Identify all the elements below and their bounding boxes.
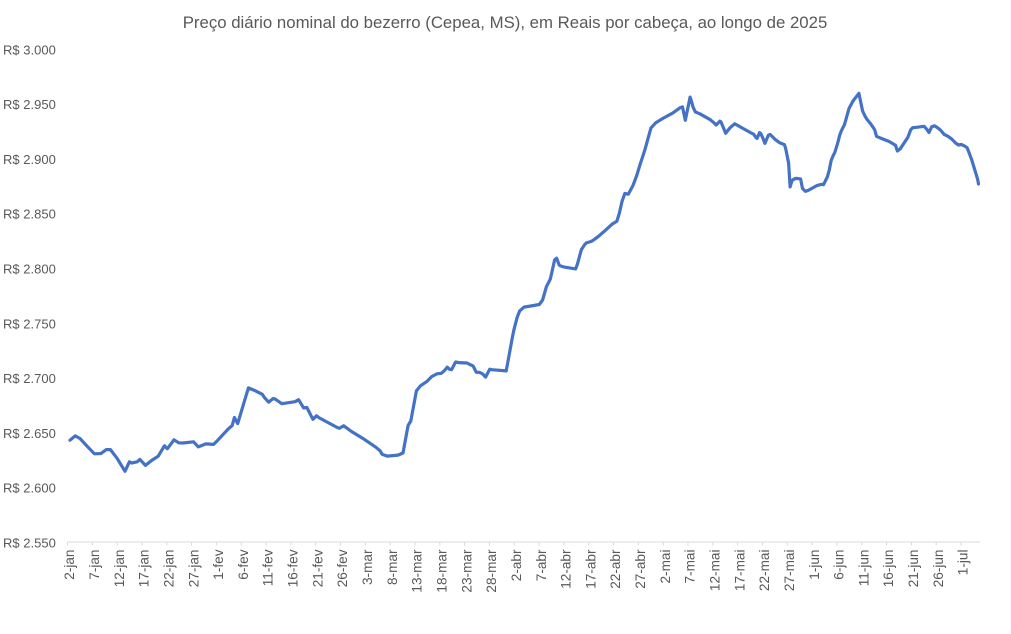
- svg-text:1-jun: 1-jun: [807, 550, 822, 580]
- svg-text:12-mai: 12-mai: [708, 550, 723, 592]
- svg-text:7-mai: 7-mai: [683, 550, 698, 584]
- svg-text:17-jan: 17-jan: [137, 550, 152, 588]
- svg-text:R$ 3.000: R$ 3.000: [3, 42, 56, 57]
- svg-text:27-mai: 27-mai: [782, 550, 797, 592]
- svg-text:21-fev: 21-fev: [310, 549, 325, 587]
- svg-text:R$ 2.900: R$ 2.900: [3, 152, 56, 167]
- svg-text:11-jun: 11-jun: [856, 550, 871, 587]
- svg-text:R$ 2.800: R$ 2.800: [3, 262, 56, 277]
- svg-text:R$ 2.850: R$ 2.850: [3, 207, 56, 222]
- svg-text:R$ 2.600: R$ 2.600: [3, 481, 56, 496]
- svg-text:R$ 2.700: R$ 2.700: [3, 371, 56, 386]
- svg-text:1-jul: 1-jul: [956, 550, 971, 576]
- svg-text:3-mar: 3-mar: [360, 549, 375, 585]
- svg-text:23-mar: 23-mar: [459, 549, 474, 593]
- svg-text:7-jan: 7-jan: [87, 550, 102, 580]
- svg-text:6-jun: 6-jun: [832, 550, 847, 580]
- svg-text:11-fev: 11-fev: [261, 549, 276, 586]
- svg-text:R$ 2.750: R$ 2.750: [3, 316, 56, 331]
- svg-text:6-fev: 6-fev: [236, 549, 251, 579]
- svg-text:18-mar: 18-mar: [434, 549, 449, 593]
- svg-text:27-jan: 27-jan: [186, 550, 201, 588]
- svg-text:22-jan: 22-jan: [161, 550, 176, 588]
- svg-text:22-abr: 22-abr: [608, 549, 623, 589]
- svg-text:27-abr: 27-abr: [633, 549, 648, 589]
- svg-text:17-mai: 17-mai: [732, 550, 747, 592]
- svg-text:26-fev: 26-fev: [335, 549, 350, 587]
- svg-text:1-fev: 1-fev: [211, 549, 226, 579]
- svg-text:2-abr: 2-abr: [509, 549, 524, 581]
- svg-text:12-abr: 12-abr: [559, 549, 574, 589]
- svg-text:7-abr: 7-abr: [534, 549, 549, 581]
- svg-text:2-mai: 2-mai: [658, 550, 673, 584]
- svg-text:28-mar: 28-mar: [484, 549, 499, 593]
- svg-text:26-jun: 26-jun: [931, 550, 946, 588]
- svg-text:R$ 2.950: R$ 2.950: [3, 97, 56, 112]
- svg-text:12-jan: 12-jan: [112, 550, 127, 588]
- svg-text:21-jun: 21-jun: [906, 550, 921, 588]
- svg-text:R$ 2.650: R$ 2.650: [3, 426, 56, 441]
- svg-text:2-jan: 2-jan: [62, 550, 77, 580]
- svg-text:16-fev: 16-fev: [286, 549, 301, 587]
- svg-text:Preço diário nominal do bezerr: Preço diário nominal do bezerro (Cepea, …: [183, 13, 828, 32]
- svg-text:8-mar: 8-mar: [385, 549, 400, 585]
- svg-text:13-mar: 13-mar: [410, 549, 425, 593]
- svg-text:17-abr: 17-abr: [583, 549, 598, 589]
- svg-text:22-mai: 22-mai: [757, 550, 772, 592]
- svg-text:16-jun: 16-jun: [881, 550, 896, 588]
- svg-text:R$ 2.550: R$ 2.550: [3, 535, 56, 550]
